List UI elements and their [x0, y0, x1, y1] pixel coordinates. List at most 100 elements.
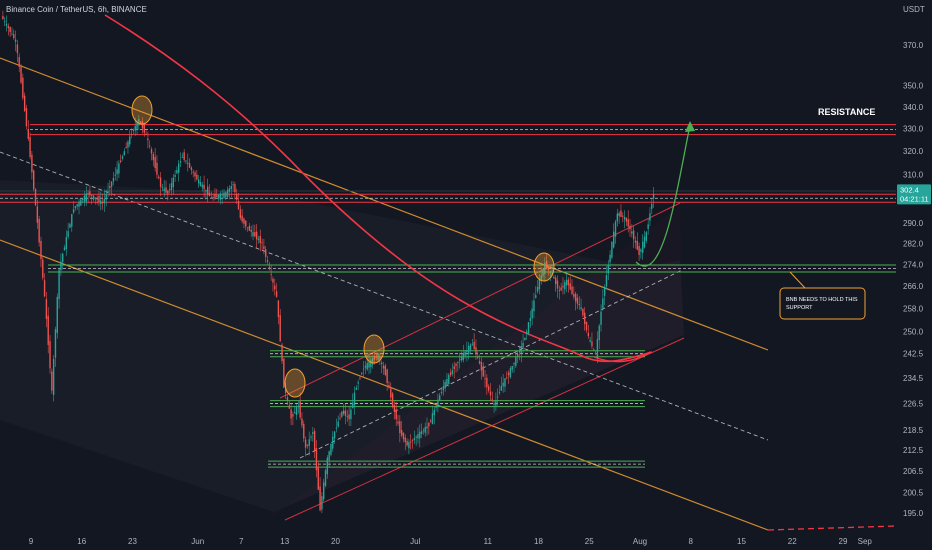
candle-body [127, 141, 129, 148]
candle-body [640, 249, 642, 252]
candle-body [303, 423, 305, 439]
candle-body [536, 286, 539, 292]
candle-body [123, 151, 126, 156]
candle-body [234, 184, 236, 193]
candle-body [241, 215, 243, 222]
candle-body [475, 347, 477, 355]
candle-body [371, 358, 374, 365]
time-tick-label: 9 [29, 537, 34, 546]
candle-body [72, 209, 75, 213]
candle-body [482, 366, 484, 377]
candle-body [323, 482, 325, 500]
price-tick-label: 340.0 [903, 103, 924, 112]
candle-body [614, 221, 617, 237]
candle-body [16, 44, 19, 54]
candle-body [74, 206, 77, 209]
support-callout-line1: BNB NEEDS TO HOLD THIS [786, 297, 858, 303]
candle-body [339, 417, 341, 419]
candle-body [502, 382, 504, 387]
candle-body [415, 436, 417, 438]
candle-body [353, 392, 356, 406]
candle-body [130, 133, 133, 135]
candle-body [558, 290, 561, 292]
candle-body [348, 414, 350, 420]
time-tick-label: Aug [633, 537, 647, 546]
channel-mid-line [0, 151, 769, 441]
candle-body [42, 259, 44, 278]
candle-body [2, 16, 4, 20]
price-tick-label: 195.0 [903, 509, 924, 518]
candle-body [591, 341, 593, 347]
candle-body [4, 21, 6, 23]
candle-body [359, 377, 361, 379]
price-tick-label: 274.0 [903, 260, 924, 269]
candle-body [393, 405, 396, 412]
candle-body [268, 266, 271, 269]
candle-body [71, 214, 73, 227]
candle-body [382, 365, 385, 369]
candle-body [533, 300, 535, 312]
channel-lower-line [0, 239, 769, 531]
rising-channel-lower [284, 337, 685, 521]
candle-body [154, 156, 156, 169]
candle-body [500, 386, 503, 391]
pivot-highlight-circle [533, 252, 555, 282]
candle-body [147, 138, 149, 141]
candle-body [121, 156, 124, 159]
candle-body [600, 311, 602, 325]
candle-body [328, 451, 330, 461]
candle-body [266, 260, 269, 262]
candle-body [540, 275, 542, 281]
candle-body [384, 365, 387, 375]
candle-body [315, 448, 318, 471]
candle-body [498, 391, 501, 393]
candle-body [449, 372, 452, 376]
candle-body [201, 184, 203, 188]
candle-body [362, 368, 365, 370]
candle-body [40, 240, 42, 260]
candle-body [317, 467, 319, 490]
support-callout-box [779, 287, 866, 320]
candle-body [377, 353, 379, 361]
candle-body [647, 224, 649, 229]
candle-body [381, 362, 383, 365]
candle-body [350, 409, 352, 420]
moving-average-tail [593, 351, 651, 363]
candle-body [518, 350, 521, 353]
candle-body [580, 307, 582, 309]
candle-body [562, 285, 564, 288]
candle-body [478, 361, 481, 364]
candle-body [45, 299, 48, 320]
candle-body [391, 393, 394, 407]
candle-body [455, 363, 457, 366]
candle-body [397, 421, 399, 424]
candle-body [145, 133, 147, 135]
price-tick-label: 234.5 [903, 374, 924, 383]
candle-body [18, 57, 20, 67]
candle-body [527, 322, 530, 334]
time-tick-label: 18 [534, 537, 543, 546]
candle-body [62, 253, 64, 263]
candle-body [611, 241, 613, 258]
candle-body [47, 315, 49, 345]
candle-body [326, 457, 329, 475]
candle-body [13, 34, 15, 39]
candle-body [545, 260, 548, 269]
candle-body [594, 353, 597, 355]
candle-body [529, 317, 532, 322]
candle-body [7, 26, 10, 29]
candle-body [210, 197, 213, 199]
candle-body [468, 345, 470, 355]
candle-body [69, 224, 71, 228]
candle-body [333, 431, 336, 439]
last-price-value: 302.4 [900, 185, 919, 194]
candle-body [627, 219, 629, 227]
candle-body [281, 344, 283, 362]
candle-body [424, 427, 426, 433]
time-tick-label: Jul [410, 537, 420, 546]
candle-body [413, 438, 416, 440]
channel-upper-line [0, 57, 769, 351]
